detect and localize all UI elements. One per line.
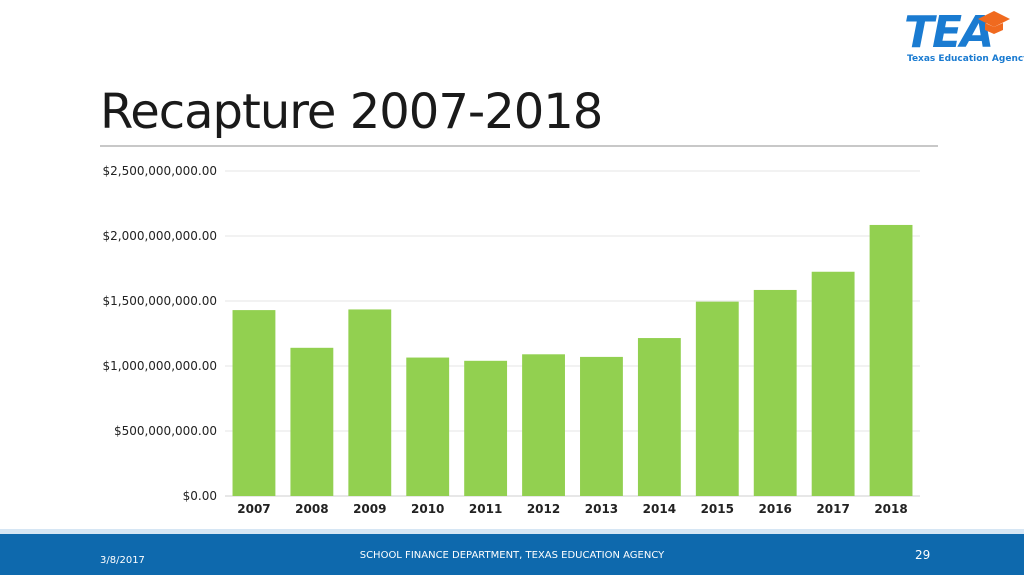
graduation-cap-icon bbox=[978, 11, 1010, 34]
bar-2015 bbox=[695, 301, 739, 496]
y-tick-label: $2,500,000,000.00 bbox=[102, 164, 217, 178]
logo-wordmark: TEA bbox=[904, 7, 994, 58]
x-tick-label: 2013 bbox=[585, 502, 618, 516]
tea-logo: TEA Texas Education Agency bbox=[904, 7, 1024, 68]
y-tick-label: $0.00 bbox=[183, 489, 217, 503]
x-tick-label: 2016 bbox=[759, 502, 792, 516]
x-tick-label: 2012 bbox=[527, 502, 560, 516]
footer-department: SCHOOL FINANCE DEPARTMENT, TEXAS EDUCATI… bbox=[359, 550, 665, 561]
y-tick-label: $2,000,000,000.00 bbox=[102, 229, 217, 243]
bars bbox=[232, 224, 913, 496]
y-axis-tick-labels: $0.00 $500,000,000.00 $1,000,000,000.00 $1,… bbox=[102, 164, 217, 503]
bar-2016 bbox=[753, 289, 797, 496]
bar-2007 bbox=[232, 310, 276, 496]
y-tick-label: $1,000,000,000.00 bbox=[102, 359, 217, 373]
footer-date: 3/8/2017 bbox=[100, 555, 145, 566]
bar-2012 bbox=[522, 354, 565, 496]
x-tick-label: 2010 bbox=[411, 502, 444, 516]
bar-2011 bbox=[464, 360, 508, 496]
bar-2013 bbox=[580, 356, 623, 496]
recapture-bar-chart: $0.00 $500,000,000.00 $1,000,000,000.00 $1,… bbox=[102, 164, 920, 516]
footer-bar: 3/8/2017 SCHOOL FINANCE DEPARTMENT, TEXA… bbox=[0, 534, 1024, 575]
x-tick-label: 2008 bbox=[295, 502, 328, 516]
y-tick-label: $500,000,000.00 bbox=[114, 424, 217, 438]
x-tick-label: 2017 bbox=[816, 502, 849, 516]
x-tick-label: 2007 bbox=[237, 502, 270, 516]
y-tick-label: $1,500,000,000.00 bbox=[102, 294, 217, 308]
x-tick-label: 2011 bbox=[469, 502, 502, 516]
slide-title: Recapture 2007-2018 bbox=[100, 84, 603, 140]
bar-2017 bbox=[811, 271, 855, 496]
bar-2008 bbox=[290, 347, 334, 496]
x-tick-label: 2014 bbox=[643, 502, 676, 516]
bar-2018 bbox=[869, 224, 913, 496]
bar-2009 bbox=[348, 309, 392, 496]
page-number: 29 bbox=[915, 548, 931, 562]
x-axis-tick-labels: 2007 2008 2009 2010 2011 2012 2013 2014 2015 2016… bbox=[237, 502, 907, 516]
logo-subtitle: Texas Education Agency bbox=[907, 54, 1024, 64]
x-tick-label: 2009 bbox=[353, 502, 386, 516]
x-tick-label: 2018 bbox=[874, 502, 907, 516]
footer-band bbox=[0, 529, 1024, 534]
x-tick-label: 2015 bbox=[701, 502, 734, 516]
bar-2010 bbox=[406, 357, 450, 496]
gridlines bbox=[225, 170, 920, 497]
title-divider bbox=[100, 145, 938, 147]
bar-2014 bbox=[637, 338, 681, 496]
